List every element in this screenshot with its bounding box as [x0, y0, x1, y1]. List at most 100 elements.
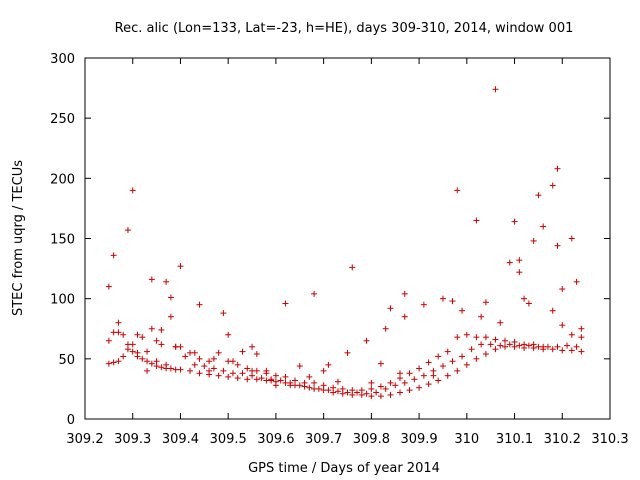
- data-point: [229, 370, 236, 377]
- x-tick-label: 310.3: [591, 432, 628, 447]
- data-point: [253, 351, 260, 358]
- data-point: [387, 391, 394, 398]
- data-point: [349, 264, 356, 271]
- data-point: [525, 300, 532, 307]
- data-point: [497, 319, 504, 326]
- data-point: [105, 360, 112, 367]
- data-point: [187, 367, 193, 374]
- data-point: [144, 358, 151, 365]
- data-point: [196, 301, 203, 308]
- y-tick-label: 0: [67, 413, 75, 428]
- y-tick-label: 150: [50, 233, 75, 248]
- data-point: [573, 278, 580, 285]
- data-point: [506, 259, 513, 266]
- data-point: [167, 294, 174, 301]
- data-point: [516, 257, 523, 264]
- data-point: [559, 286, 566, 293]
- chart-title: Rec. alic (Lon=133, Lat=-23, h=HE), days…: [115, 21, 574, 36]
- data-point: [253, 376, 260, 383]
- data-point: [502, 337, 508, 344]
- data-point: [549, 307, 556, 314]
- data-point: [368, 393, 375, 400]
- data-point: [124, 227, 131, 234]
- x-tick-label: 309.9: [400, 432, 437, 447]
- x-tick-label: 309.7: [305, 432, 342, 447]
- data-point: [306, 373, 313, 380]
- data-point: [368, 385, 375, 392]
- data-point: [105, 337, 112, 344]
- data-point: [115, 319, 122, 326]
- data-point: [454, 334, 461, 341]
- data-point: [397, 389, 403, 396]
- data-point: [311, 290, 318, 297]
- data-point: [487, 341, 494, 348]
- y-tick-label: 50: [58, 353, 75, 368]
- data-point: [363, 337, 370, 344]
- data-point: [478, 313, 485, 320]
- y-axis-label: STEC from uqrg / TECUs: [11, 160, 26, 316]
- data-point: [196, 355, 203, 362]
- data-point: [463, 331, 470, 338]
- data-point: [525, 342, 532, 349]
- data-point: [249, 343, 256, 350]
- data-point: [282, 373, 289, 380]
- data-point: [392, 382, 399, 389]
- data-point: [115, 329, 122, 336]
- data-point: [511, 218, 518, 225]
- data-point: [158, 326, 165, 333]
- data-point: [144, 348, 151, 355]
- data-point: [292, 377, 298, 384]
- data-point: [435, 377, 442, 384]
- data-point: [139, 334, 146, 341]
- data-point: [167, 313, 174, 320]
- data-point: [516, 342, 523, 349]
- data-point: [320, 367, 327, 374]
- data-point: [306, 384, 313, 391]
- data-point: [110, 359, 117, 366]
- data-point: [530, 237, 537, 244]
- data-point: [220, 310, 227, 317]
- data-point: [120, 353, 127, 360]
- data-point: [492, 346, 499, 353]
- y-axis-ticks: 0 50 100 150 200 250 300: [50, 52, 610, 428]
- data-point: [459, 353, 466, 360]
- data-point: [377, 393, 384, 400]
- data-point: [177, 366, 184, 373]
- x-tick-label: 309.5: [210, 432, 247, 447]
- data-point: [568, 235, 575, 242]
- data-point: [439, 295, 446, 302]
- data-point: [172, 343, 179, 350]
- data-point: [296, 363, 303, 370]
- data-point: [315, 385, 322, 392]
- data-point: [444, 348, 451, 355]
- data-point: [468, 346, 475, 353]
- data-point: [549, 346, 556, 353]
- data-point: [559, 322, 566, 329]
- x-tick-label: 309.4: [162, 432, 199, 447]
- data-point: [225, 331, 232, 338]
- data-point: [277, 377, 284, 384]
- data-point: [272, 382, 279, 389]
- data-point: [454, 367, 461, 374]
- data-point: [282, 300, 289, 307]
- data-point: [425, 359, 432, 366]
- data-point: [301, 379, 308, 386]
- data-point: [148, 325, 155, 332]
- data-point: [129, 348, 136, 355]
- y-tick-label: 100: [50, 293, 75, 308]
- y-tick-label: 300: [50, 52, 75, 67]
- data-point: [344, 349, 351, 356]
- data-point: [110, 252, 117, 259]
- data-point: [330, 384, 337, 391]
- x-tick-label: 309.6: [257, 432, 294, 447]
- data-point: [511, 338, 518, 345]
- data-point: [225, 373, 232, 380]
- data-point: [153, 337, 160, 344]
- data-point: [349, 387, 356, 394]
- data-point: [444, 372, 451, 379]
- data-point: [120, 331, 127, 338]
- data-point: [387, 305, 394, 312]
- data-point: [482, 351, 489, 358]
- data-point: [454, 187, 461, 194]
- data-point: [144, 367, 151, 374]
